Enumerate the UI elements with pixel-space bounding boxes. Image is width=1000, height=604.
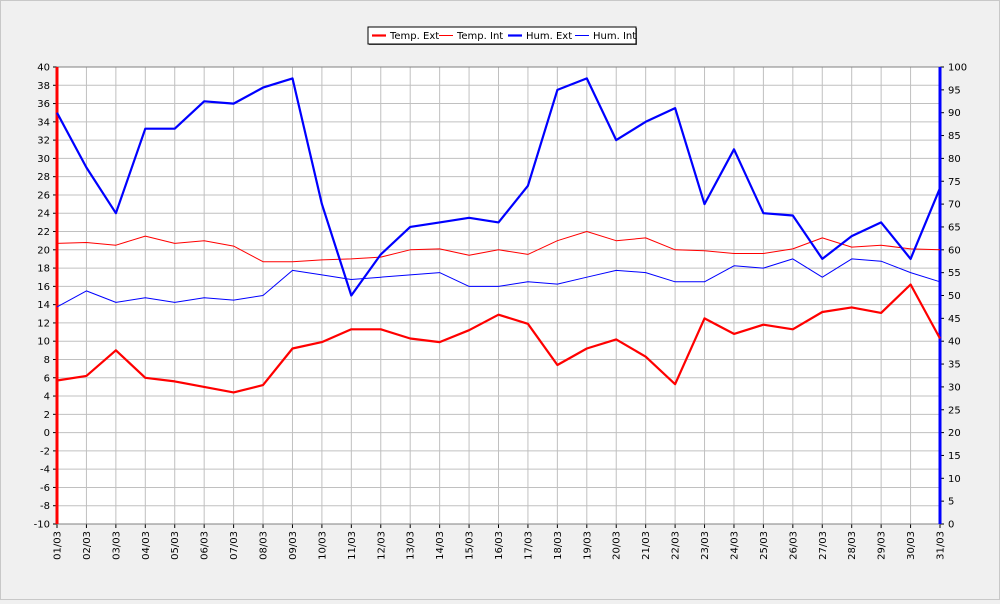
right-axis-tick-label: 80 <box>948 154 961 165</box>
left-axis-tick-label: 38 <box>37 81 50 92</box>
legend-label-hum-ext: Hum. Ext <box>526 31 572 42</box>
left-axis-tick-label: -2 <box>40 446 50 457</box>
x-axis-tick-label: 22/03 <box>671 531 682 560</box>
right-axis-tick-label: 85 <box>948 131 961 142</box>
left-axis-tick-label: 20 <box>37 245 50 256</box>
left-axis-tick-label: 4 <box>44 392 50 403</box>
series-line-temp-int <box>56 231 941 263</box>
x-axis-tick-label: 19/03 <box>582 531 593 560</box>
right-axis-tick-label: 70 <box>948 200 961 211</box>
left-axis-tick-label: 40 <box>37 63 50 74</box>
left-axis-tick-label: 32 <box>37 136 50 147</box>
x-axis-tick-label: 08/03 <box>259 531 270 560</box>
x-axis-tick-label: 02/03 <box>82 531 93 560</box>
x-axis-tick-label: 29/03 <box>877 531 888 560</box>
left-axis-tick-label: 30 <box>37 154 50 165</box>
right-axis-tick-label: 0 <box>948 520 954 531</box>
right-axis-tick-label: 15 <box>948 451 961 462</box>
right-axis-tick-label: 65 <box>948 222 961 233</box>
x-axis-tick-label: 13/03 <box>406 531 417 560</box>
left-axis-tick-label: 10 <box>37 337 50 348</box>
left-axis-tick-label: 12 <box>37 318 50 329</box>
x-axis-tick-label: 06/03 <box>200 531 211 560</box>
x-axis-tick-label: 04/03 <box>141 531 152 560</box>
right-axis-tick-label: 20 <box>948 428 961 439</box>
x-axis-tick-label: 20/03 <box>612 531 623 560</box>
x-axis-tick-label: 18/03 <box>553 531 564 560</box>
right-axis-tick-label: 40 <box>948 337 961 348</box>
x-axis-tick-label: 28/03 <box>847 531 858 560</box>
x-axis-tick-label: 05/03 <box>170 531 181 560</box>
plot-area: -10-8-6-4-202468101214161820222426283032… <box>34 63 967 560</box>
legend-label-hum-int: Hum. Int <box>593 31 636 42</box>
x-axis-tick-label: 16/03 <box>494 531 505 560</box>
x-axis-tick-label: 24/03 <box>729 531 740 560</box>
x-axis-tick-label: 21/03 <box>641 531 652 560</box>
right-axis-tick-label: 50 <box>948 291 961 302</box>
right-axis-tick-label: 60 <box>948 245 961 256</box>
x-axis-tick-label: 03/03 <box>111 531 122 560</box>
left-axis-tick-label: 22 <box>37 227 50 238</box>
right-axis-tick-label: 30 <box>948 382 961 393</box>
left-axis-tick-label: 0 <box>44 428 50 439</box>
left-axis-tick-label: 28 <box>37 172 50 183</box>
right-axis-tick-label: 35 <box>948 360 961 371</box>
x-axis-tick-label: 31/03 <box>936 531 947 560</box>
x-axis-tick-label: 09/03 <box>288 531 299 560</box>
left-axis-tick-label: 36 <box>37 99 50 110</box>
right-axis-tick-label: 45 <box>948 314 961 325</box>
x-axis-tick-label: 25/03 <box>759 531 770 560</box>
right-axis-tick-label: 100 <box>948 63 967 74</box>
left-axis-tick-label: 24 <box>37 209 50 220</box>
x-axis-tick-label: 11/03 <box>347 531 358 560</box>
left-axis-tick-label: -4 <box>40 465 50 476</box>
left-axis-tick-label: 34 <box>37 117 50 128</box>
x-axis-tick-label: 12/03 <box>376 531 387 560</box>
series-line-temp-ext <box>56 283 941 394</box>
left-axis-tick-label: 16 <box>37 282 50 293</box>
right-axis-tick-label: 25 <box>948 405 961 416</box>
left-axis-tick-label: 14 <box>37 300 50 311</box>
x-axis-tick-label: 17/03 <box>523 531 534 560</box>
x-axis-tick-label: 07/03 <box>229 531 240 560</box>
left-axis-tick-label: -6 <box>40 483 50 494</box>
legend-label-temp-int: Temp. Int <box>456 31 503 42</box>
legend: Temp. Ext Temp. Int Hum. Ext Hum. Int <box>367 26 637 45</box>
x-axis-tick-label: 23/03 <box>700 531 711 560</box>
left-axis-tick-label: 2 <box>44 410 50 421</box>
legend-label-temp-ext: Temp. Ext <box>389 31 439 42</box>
series-line-hum-int <box>56 258 941 308</box>
x-axis-tick-label: 14/03 <box>435 531 446 560</box>
left-axis-tick-label: 18 <box>37 264 50 275</box>
left-axis-tick-label: -8 <box>40 501 50 512</box>
x-axis-tick-label: 30/03 <box>906 531 917 560</box>
right-axis-tick-label: 10 <box>948 474 961 485</box>
left-axis-tick-label: 8 <box>44 355 50 366</box>
legend-box <box>367 26 637 45</box>
x-axis-tick-label: 15/03 <box>465 531 476 560</box>
right-axis-tick-label: 95 <box>948 85 961 96</box>
left-axis-tick-label: -10 <box>34 520 50 531</box>
right-axis-tick-label: 90 <box>948 108 961 119</box>
right-axis-tick-label: 55 <box>948 268 961 279</box>
left-axis-tick-label: 6 <box>44 373 50 384</box>
series-line-hum-ext <box>56 77 942 297</box>
x-axis-tick-label: 27/03 <box>818 531 829 560</box>
x-axis-tick-label: 26/03 <box>788 531 799 560</box>
right-axis-tick-label: 5 <box>948 497 954 508</box>
right-axis-tick-label: 75 <box>948 177 961 188</box>
left-axis-tick-label: 26 <box>37 190 50 201</box>
x-axis-tick-label: 10/03 <box>317 531 328 560</box>
x-axis-tick-label: 01/03 <box>53 531 64 560</box>
